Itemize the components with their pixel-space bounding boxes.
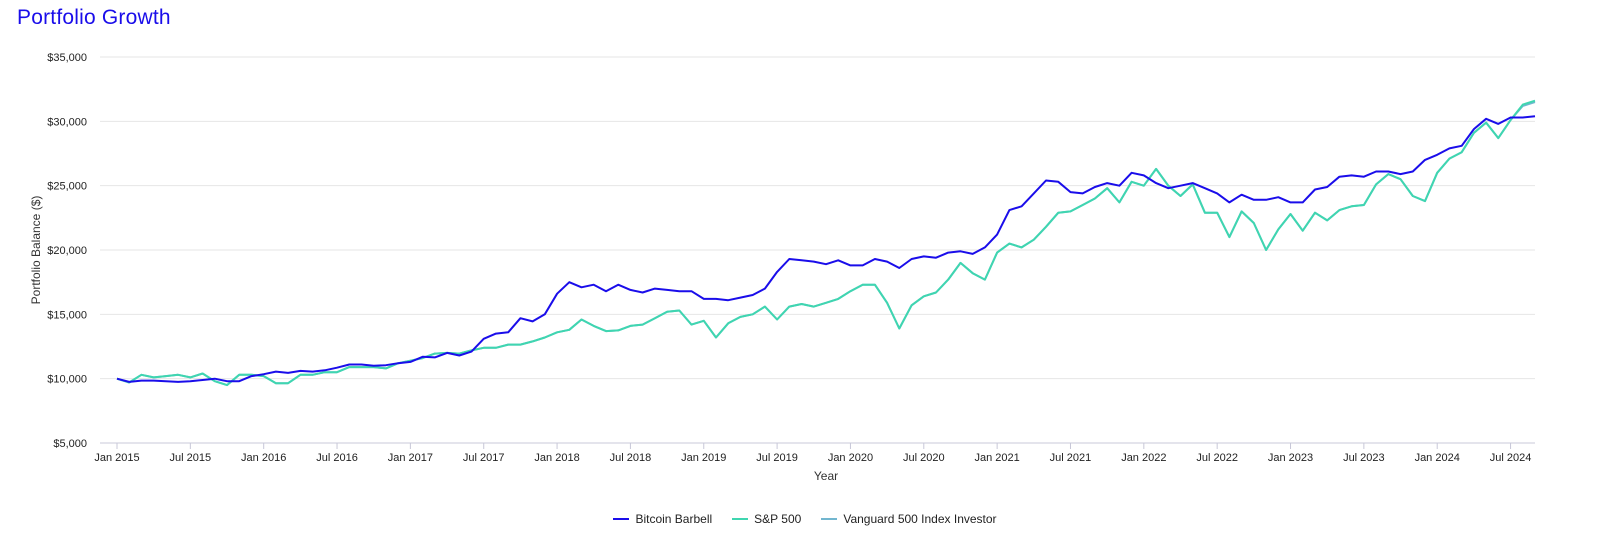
legend-swatch xyxy=(821,518,838,520)
x-tick-label: Jan 2016 xyxy=(241,452,286,464)
legend-item[interactable]: S&P 500 xyxy=(732,512,801,526)
x-tick-label: Jul 2016 xyxy=(316,452,358,464)
legend-label: Vanguard 500 Index Investor xyxy=(843,512,997,526)
x-tick-label: Jul 2020 xyxy=(903,452,945,464)
y-tick-label: $25,000 xyxy=(47,181,87,193)
x-axis-ticks: Jan 2015 Jul 2015 Jan 2016 Jul 2016 Jan 2017… xyxy=(94,443,1531,464)
y-tick-label: $5,000 xyxy=(53,438,87,450)
x-tick-label: Jul 2022 xyxy=(1196,452,1238,464)
x-axis-label: Year xyxy=(814,469,838,483)
y-tick-label: $15,000 xyxy=(47,309,87,321)
legend-item[interactable]: Bitcoin Barbell xyxy=(613,512,712,526)
x-tick-label: Jan 2018 xyxy=(534,452,579,464)
x-tick-label: Jul 2017 xyxy=(463,452,505,464)
y-axis-label: Portfolio Balance ($) xyxy=(29,196,43,305)
legend-swatch xyxy=(613,518,630,520)
portfolio-growth-chart: $5,000 $10,000 $15,000 $20,000 $25,000 $30,00… xyxy=(29,52,1536,483)
series-line-bitcoin-barbell xyxy=(116,115,1536,383)
grid-lines xyxy=(100,56,1535,380)
x-tick-label: Jul 2024 xyxy=(1490,452,1532,464)
x-tick-label: Jan 2017 xyxy=(388,452,433,464)
legend-label: Bitcoin Barbell xyxy=(635,512,713,526)
x-tick-label: Jan 2023 xyxy=(1268,452,1313,464)
x-tick-label: Jul 2015 xyxy=(170,452,212,464)
y-axis-ticks: $5,000 $10,000 $15,000 $20,000 $25,000 $30,00… xyxy=(47,52,87,450)
y-tick-label: $10,000 xyxy=(47,374,87,386)
x-tick-label: Jan 2022 xyxy=(1121,452,1166,464)
chart-title: Portfolio Growth xyxy=(17,6,171,29)
x-tick-label: Jul 2023 xyxy=(1343,452,1385,464)
series-line-vanguard-500-index-investor xyxy=(116,101,1536,387)
x-tick-label: Jan 2015 xyxy=(94,452,139,464)
x-tick-label: Jul 2021 xyxy=(1050,452,1092,464)
y-tick-label: $35,000 xyxy=(47,52,87,64)
x-tick-label: Jan 2021 xyxy=(975,452,1020,464)
series-lines xyxy=(116,99,1536,387)
x-tick-label: Jan 2020 xyxy=(828,452,873,464)
y-tick-label: $30,000 xyxy=(47,116,87,128)
x-tick-label: Jul 2018 xyxy=(610,452,652,464)
y-tick-label: $20,000 xyxy=(47,245,87,257)
legend-item[interactable]: Vanguard 500 Index Investor xyxy=(821,512,997,526)
x-tick-label: Jan 2019 xyxy=(681,452,726,464)
x-tick-label: Jan 2024 xyxy=(1415,452,1460,464)
x-tick-label: Jul 2019 xyxy=(756,452,798,464)
series-line-s-p-500 xyxy=(116,99,1536,387)
legend-label: S&P 500 xyxy=(754,512,802,526)
legend-swatch xyxy=(732,518,749,520)
legend: Bitcoin Barbell S&P 500 Vanguard 500 Index… xyxy=(0,512,1610,526)
